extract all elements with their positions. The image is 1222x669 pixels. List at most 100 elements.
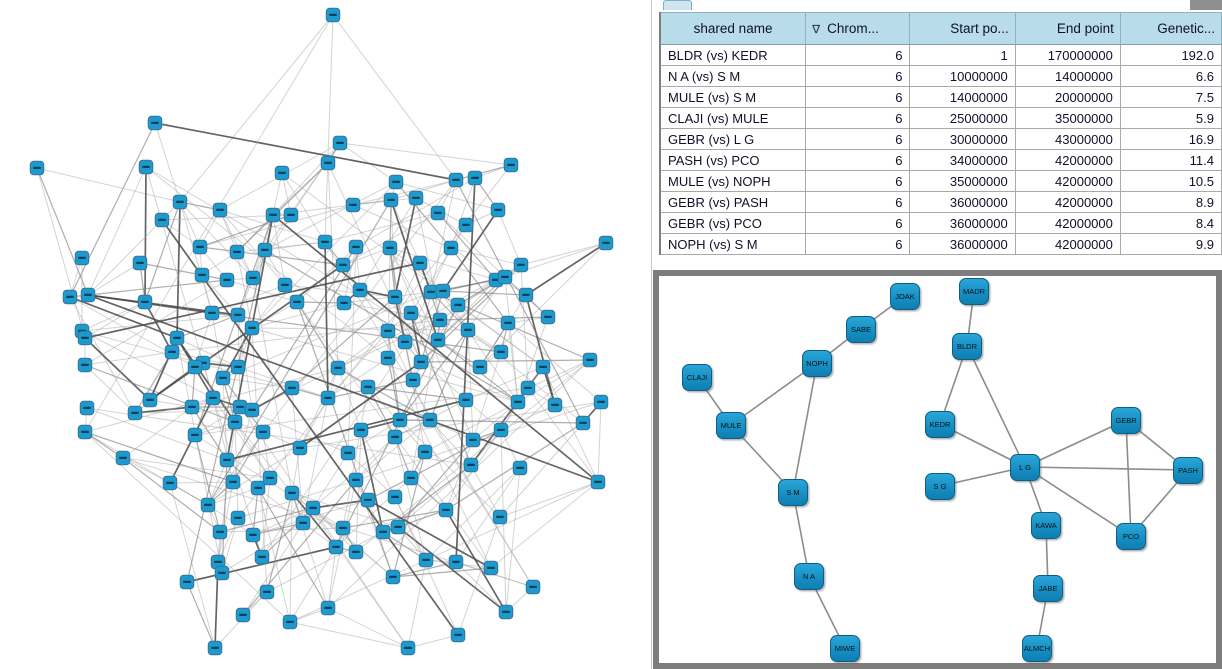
network-edge[interactable]: [390, 199, 421, 264]
network-edge[interactable]: [382, 531, 427, 561]
network-edge[interactable]: [525, 242, 607, 296]
network-edge[interactable]: [239, 406, 409, 649]
network-edge[interactable]: [410, 312, 472, 466]
network-edge[interactable]: [194, 406, 241, 436]
network-edge[interactable]: [266, 531, 384, 593]
network-edge[interactable]: [470, 464, 501, 518]
subnetwork-node-gebr[interactable]: GEBR: [1111, 406, 1141, 434]
network-edge[interactable]: [176, 337, 236, 423]
network-edge[interactable]: [207, 487, 259, 506]
subnetwork-edge[interactable]: [1125, 419, 1132, 537]
table-cell[interactable]: 8.4: [1119, 212, 1222, 234]
network-edge[interactable]: [69, 296, 178, 339]
network-edge[interactable]: [296, 246, 357, 303]
network-edge[interactable]: [597, 401, 602, 483]
table-cell[interactable]: 14000000: [909, 86, 1016, 108]
table-cell[interactable]: 10.5: [1119, 170, 1222, 192]
network-edge[interactable]: [222, 377, 236, 423]
subnetwork-edge[interactable]: [792, 491, 810, 577]
network-edge[interactable]: [387, 262, 421, 332]
table-cell[interactable]: 170000000: [1014, 44, 1121, 66]
table-row[interactable]: BLDR (vs) KEDR 6 1 170000000 192.0: [659, 44, 1222, 66]
network-edge[interactable]: [134, 406, 193, 414]
network-edge[interactable]: [122, 406, 193, 459]
subnetwork-node-kawa[interactable]: KAWA: [1031, 511, 1061, 539]
table-row[interactable]: GEBR (vs) L G 6 30000000 43000000 16.9: [659, 128, 1222, 150]
subnetwork-node-l-g[interactable]: L G: [1010, 453, 1040, 481]
network-edge[interactable]: [36, 167, 181, 203]
network-edge[interactable]: [324, 212, 439, 243]
network-edge[interactable]: [84, 337, 151, 401]
network-edge[interactable]: [221, 522, 304, 574]
network-edge[interactable]: [290, 142, 341, 216]
table-cell[interactable]: GEBR (vs) PASH: [659, 191, 807, 213]
network-edge[interactable]: [87, 166, 147, 296]
network-edge[interactable]: [261, 477, 271, 558]
table-cell[interactable]: 16.9: [1119, 128, 1222, 150]
subnetwork-edge[interactable]: [1024, 466, 1189, 471]
network-edge[interactable]: [429, 419, 534, 588]
network-edge[interactable]: [527, 359, 591, 389]
network-edge[interactable]: [520, 242, 607, 266]
network-edge[interactable]: [324, 241, 329, 399]
table-cell[interactable]: 6: [805, 128, 911, 150]
network-edge[interactable]: [289, 546, 337, 623]
subnetwork-node-claji[interactable]: CLAJI: [682, 363, 712, 391]
network-edge[interactable]: [226, 399, 467, 461]
subnetwork-node-madr[interactable]: MADR: [959, 277, 989, 305]
network-edge[interactable]: [360, 429, 384, 533]
network-edge[interactable]: [352, 204, 452, 249]
network-edge[interactable]: [207, 447, 301, 506]
network-edge[interactable]: [84, 301, 146, 339]
table-cell[interactable]: 42000000: [1014, 233, 1121, 255]
network-edge[interactable]: [87, 294, 599, 483]
subnetwork-edges[interactable]: [659, 276, 1216, 663]
network-edge[interactable]: [497, 209, 522, 266]
network-edge[interactable]: [390, 199, 439, 341]
network-edge[interactable]: [327, 546, 337, 609]
network-edge[interactable]: [450, 177, 476, 249]
subnetwork-node-miwe[interactable]: MIWE: [830, 634, 860, 662]
network-edge[interactable]: [219, 209, 326, 243]
subnetwork-node-s-m[interactable]: S M: [778, 478, 808, 506]
network-edge[interactable]: [251, 181, 397, 329]
network-edge[interactable]: [84, 431, 234, 483]
subnetwork-edge[interactable]: [1024, 419, 1127, 468]
subnetwork-edge[interactable]: [966, 345, 1026, 468]
network-edge[interactable]: [337, 367, 362, 431]
network-edge[interactable]: [186, 249, 266, 583]
table-row[interactable]: GEBR (vs) PCO 6 36000000 42000000 8.4: [659, 212, 1222, 234]
network-edge[interactable]: [397, 526, 507, 613]
network-edge[interactable]: [257, 487, 304, 524]
network-edge[interactable]: [87, 262, 141, 296]
network-edge[interactable]: [450, 247, 527, 296]
network-edge[interactable]: [154, 122, 181, 203]
network-edge[interactable]: [154, 122, 457, 181]
table-cell[interactable]: 6: [805, 44, 911, 66]
network-edge[interactable]: [222, 327, 253, 379]
network-edge[interactable]: [291, 387, 304, 524]
network-edge[interactable]: [81, 330, 293, 389]
network-edge[interactable]: [272, 214, 599, 483]
network-edge[interactable]: [144, 301, 173, 353]
network-edge[interactable]: [272, 142, 341, 216]
network-edge[interactable]: [343, 291, 432, 304]
network-edge[interactable]: [84, 262, 421, 339]
network-edge[interactable]: [337, 319, 441, 369]
network-edge[interactable]: [455, 561, 507, 613]
filter-icon[interactable]: ∇: [812, 22, 821, 36]
table-cell[interactable]: 6: [805, 65, 911, 87]
network-edge[interactable]: [251, 327, 268, 593]
table-cell[interactable]: 6: [805, 86, 911, 108]
network-edge[interactable]: [312, 436, 396, 509]
network-edge[interactable]: [219, 209, 286, 286]
network-edge[interactable]: [335, 477, 412, 548]
network-edge[interactable]: [251, 284, 286, 329]
subnetwork-node-bldr[interactable]: BLDR: [952, 332, 982, 360]
subnetwork-node-sabe[interactable]: SABE: [846, 315, 876, 343]
network-edge[interactable]: [144, 166, 147, 303]
network-edge[interactable]: [219, 527, 344, 533]
network-edge[interactable]: [429, 329, 469, 421]
network-edge[interactable]: [122, 457, 171, 484]
network-edge[interactable]: [36, 167, 89, 296]
